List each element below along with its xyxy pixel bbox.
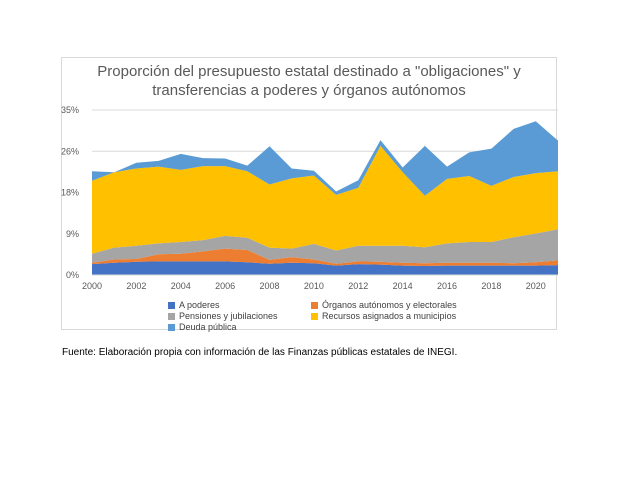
legend-swatch [168,301,175,309]
legend-label: Recursos asignados a municipios [322,311,457,321]
y-tick-label: 0% [66,270,79,280]
legend-label: Órganos autónomos y electorales [322,300,457,310]
x-tick-label: 2016 [437,281,457,291]
chart-title-line-2: transferencias a poderes y órganos autón… [152,82,466,99]
x-tick-label: 2004 [171,281,191,291]
legend-item-organos-autonomos: Órganos autónomos y electorales [311,300,457,310]
chart-title-line-1: Proporción del presupuesto estatal desti… [97,63,521,80]
legend-item-recursos-municipios: Recursos asignados a municipios [311,311,456,321]
area-deuda-publica [92,121,558,196]
area-pensiones-y-jubilaciones [92,229,558,264]
legend-item-deuda-publica: Deuda pública [168,322,237,332]
x-tick-label: 2000 [82,281,102,291]
x-tick-labels: 2000 2002 2004 2006 2008 2010 2012 2014 2016 2018… [82,281,546,291]
y-tick-labels: 0% 9% 18% 26% 35% [61,105,79,280]
legend-swatch [168,323,175,331]
legend-item-a-poderes: A poderes [168,300,220,310]
legend-label: Deuda pública [179,322,237,332]
area-organos-autonomos-y-electorales [92,248,558,267]
area-series [92,121,558,275]
legend-item-pensiones: Pensiones y jubilaciones [168,311,278,321]
y-tick-label: 18% [61,188,79,198]
legend-label: A poderes [179,300,220,310]
area-recursos-asignados-a-municipios [92,145,558,254]
y-tick-label: 26% [61,146,79,156]
x-tick-label: 2018 [481,281,501,291]
legend-label: Pensiones y jubilaciones [179,311,278,321]
y-tick-label: 35% [61,105,79,115]
x-tick-label: 2010 [304,281,324,291]
x-tick-label: 2008 [260,281,280,291]
x-tick-label: 2006 [215,281,235,291]
x-tick-label: 2020 [526,281,546,291]
x-tick-label: 2012 [348,281,368,291]
x-tick-label: 2014 [393,281,413,291]
chart-title: Proporción del presupuesto estatal desti… [62,62,556,100]
source-note: Fuente: Elaboración propia con informaci… [62,347,458,358]
legend-swatch [311,301,318,309]
legend-swatch [311,312,318,320]
legend-swatch [168,312,175,320]
area-a-poderes [92,261,558,275]
y-tick-label: 9% [66,229,79,239]
x-tick-label: 2002 [126,281,146,291]
